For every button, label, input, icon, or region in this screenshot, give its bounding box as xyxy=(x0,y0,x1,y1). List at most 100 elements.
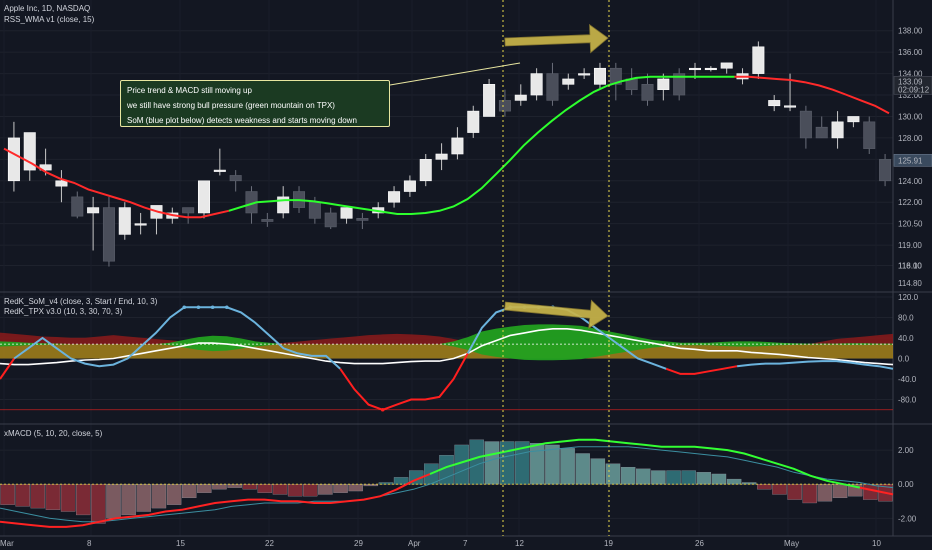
macd-histogram-bar xyxy=(212,484,227,490)
macd-line-bull xyxy=(429,438,861,489)
macd-histogram-bar xyxy=(242,484,257,490)
wma-line-bull xyxy=(228,75,735,215)
x-tick-label: 8 xyxy=(87,539,92,548)
macd-histogram-bar xyxy=(151,484,167,509)
macd-signal-line xyxy=(0,446,894,523)
callout-pointer xyxy=(389,62,521,86)
candle-body xyxy=(784,105,797,108)
candle-body xyxy=(641,84,654,101)
candle-body xyxy=(768,100,781,107)
macd-histogram-bar xyxy=(121,484,136,516)
candle-body xyxy=(277,196,290,214)
price-panel[interactable] xyxy=(3,41,892,267)
macd-histogram-bar xyxy=(847,484,863,497)
macd-histogram-bar xyxy=(863,484,878,500)
price-tick-label: 134.00 xyxy=(898,70,923,79)
som-top-dot xyxy=(224,305,229,310)
x-tick-label: 12 xyxy=(515,539,524,548)
macd-histogram-bar xyxy=(787,484,802,500)
macd-histogram-bar xyxy=(666,470,681,485)
candle-body xyxy=(324,212,337,228)
candle-body xyxy=(197,180,210,214)
candle-body xyxy=(213,169,226,172)
candle-body xyxy=(419,159,432,182)
last-price-value: 133.09 xyxy=(898,77,923,86)
macd-histogram-bar xyxy=(636,468,651,485)
trend-arrow-som xyxy=(504,299,609,329)
candle-body xyxy=(483,84,496,117)
macd-histogram-bar xyxy=(499,441,515,485)
price-tick-label: 138.00 xyxy=(898,27,923,36)
macd-histogram-bar xyxy=(227,484,242,488)
candle-body xyxy=(403,180,416,192)
som-top-dot xyxy=(196,305,201,310)
som-tick-label: -40.0 xyxy=(898,375,917,384)
candle-body xyxy=(799,110,812,139)
candle-body xyxy=(689,67,702,71)
candle-body xyxy=(530,73,543,96)
candle-body xyxy=(229,175,242,182)
price-tick-label: 122.00 xyxy=(898,198,923,207)
candle-body xyxy=(451,137,464,155)
price-indicator-label: RSS_WMA v1 (close, 15) xyxy=(4,15,95,24)
macd-histogram-bar xyxy=(696,472,712,485)
macd-histogram-bar xyxy=(136,484,152,512)
som-tick-label: 40.0 xyxy=(898,334,914,343)
som-tpx-panel[interactable] xyxy=(0,305,894,412)
som-top-dot xyxy=(210,305,215,310)
price-tick-label: 119.00 xyxy=(898,241,922,250)
candle-body xyxy=(815,126,828,139)
candle-body xyxy=(87,207,100,214)
price-tick-label: 118.00 xyxy=(898,261,922,270)
macd-histogram-bar xyxy=(166,484,182,505)
candle-body xyxy=(308,201,321,219)
macd-histogram-bar xyxy=(545,444,560,485)
macd-histogram-bar xyxy=(393,477,409,485)
macd-line-bear-end xyxy=(859,486,894,496)
som-line-bull xyxy=(736,360,894,370)
macd-histogram-bar xyxy=(272,484,288,495)
x-tick-label: Apr xyxy=(408,539,421,548)
macd-tick-label: 2.00 xyxy=(898,446,914,455)
macd-histogram-bar xyxy=(106,484,121,519)
macd-histogram-bar xyxy=(590,458,606,485)
macd-tick-label: -2.00 xyxy=(898,514,917,523)
annotation-callout: Price trend & MACD still moving up we st… xyxy=(120,80,390,127)
tpx-indicator-label: RedK_TPX v3.0 (10, 3, 30, 70, 3) xyxy=(4,307,123,316)
macd-histogram-bar xyxy=(772,484,787,495)
candle-body xyxy=(609,67,622,85)
price-tick-label: 120.50 xyxy=(898,220,923,229)
macd-histogram-bar xyxy=(802,484,817,504)
macd-histogram-bar xyxy=(560,448,575,485)
candle-body xyxy=(467,110,480,133)
wma-line-bear-1 xyxy=(3,147,230,219)
macd-panel[interactable] xyxy=(0,438,894,528)
last-price-tag xyxy=(893,76,932,95)
x-tick-label: 7 xyxy=(463,539,468,548)
candle-body xyxy=(118,207,131,235)
macd-histogram-bar xyxy=(197,484,212,493)
tpx-bull-mountain xyxy=(0,324,893,361)
y-axes: 118.00119.00120.50122.00124.00126.00128.… xyxy=(893,27,932,523)
price-tick-label: 124.00 xyxy=(898,177,923,186)
macd-histogram-bar xyxy=(681,470,696,485)
x-tick-label: May xyxy=(784,539,799,548)
macd-tick-label: 0.00 xyxy=(898,480,914,489)
macd-histogram-bar xyxy=(257,484,273,493)
price-tick-label: 128.00 xyxy=(898,134,923,143)
macd-histogram-bar xyxy=(60,484,76,512)
som-tick-label: 120.0 xyxy=(898,293,919,302)
price-tick-label: 116.10 xyxy=(898,261,922,270)
price-tick-label: 136.00 xyxy=(898,48,923,57)
macd-histogram-bar xyxy=(181,484,197,499)
macd-histogram-bar xyxy=(363,484,379,487)
som-tick-label: -80.0 xyxy=(898,396,917,405)
som-tick-label: 0.0 xyxy=(898,355,910,364)
candle-body xyxy=(388,191,401,203)
candle-body xyxy=(340,207,353,219)
panel-dividers xyxy=(0,0,932,537)
macd-indicator-label: xMACD (5, 10, 20, close, 5) xyxy=(4,429,103,438)
macd-histogram-bar xyxy=(318,484,333,495)
candle-body xyxy=(562,78,575,85)
x-tick-label: 10 xyxy=(872,539,881,548)
